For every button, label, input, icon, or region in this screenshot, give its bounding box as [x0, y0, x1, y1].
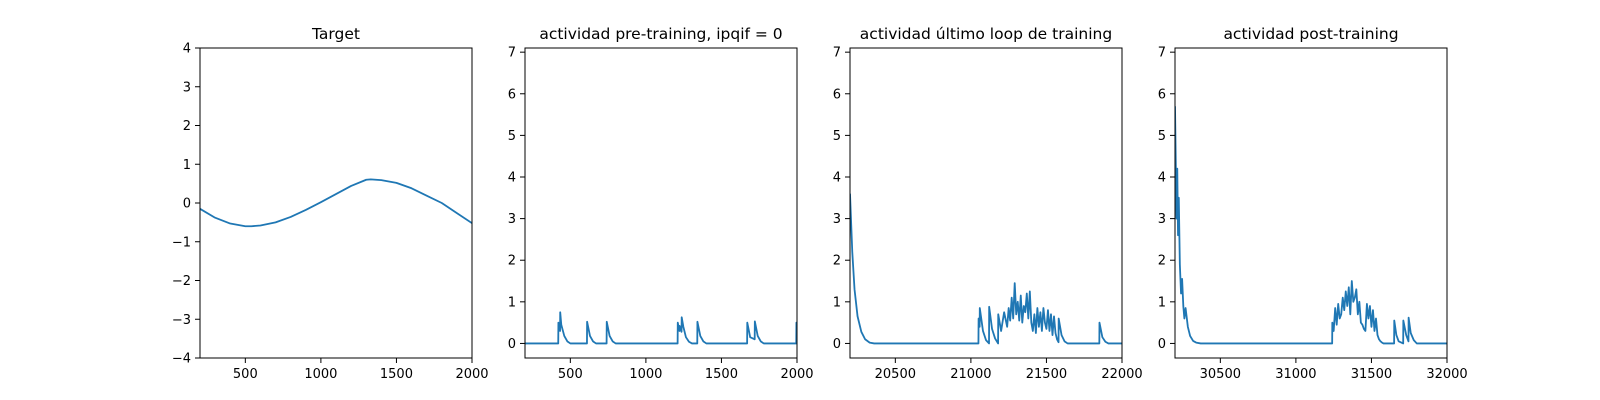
y-tick-label: 7 [1158, 46, 1166, 61]
x-tick-label: 1000 [629, 367, 662, 382]
x-tick-label: 32000 [1426, 367, 1467, 382]
y-tick-label: 3 [183, 80, 191, 95]
y-tick-label: 3 [508, 212, 516, 227]
y-tick-label: 4 [1158, 170, 1166, 185]
x-tick-label: 2000 [780, 367, 813, 382]
x-tick-label: 31500 [1351, 367, 1392, 382]
y-tick-label: −3 [172, 313, 191, 328]
subplot-title: actividad pre-training, ipqif = 0 [539, 25, 782, 43]
subplot-1: Target 500 1000 1500 2000 −4 −3 −2 −1 0 1 2 3 4 [172, 25, 489, 382]
y-tick-label: 4 [833, 170, 841, 185]
y-tick-label: 1 [1158, 295, 1166, 310]
series-line-1 [200, 178, 472, 228]
axes-frame [1174, 47, 1448, 359]
axes-frame [849, 47, 1123, 359]
subplot-title: actividad post-training [1223, 25, 1398, 43]
y-tick-label: 7 [833, 46, 841, 61]
y-tick-label: 5 [1158, 129, 1166, 144]
x-tick-label: 1000 [304, 367, 337, 382]
series-line-1 [850, 193, 1122, 345]
y-tick-label: 4 [183, 42, 191, 57]
y-tick-label: 1 [833, 295, 841, 310]
x-tick-label: 20500 [875, 367, 916, 382]
x-tick-label: 30500 [1200, 367, 1241, 382]
y-tick-label: 3 [833, 212, 841, 227]
axes-frame [524, 47, 798, 359]
subplot-title: actividad último loop de training [860, 25, 1112, 43]
x-tick-label: 22000 [1101, 367, 1142, 382]
series-line-1 [1175, 106, 1447, 345]
y-tick-label: 6 [508, 87, 516, 102]
y-tick-label: 1 [508, 295, 516, 310]
x-tick-label: 21000 [950, 367, 991, 382]
y-tick-label: 2 [508, 254, 516, 269]
subplot-title: Target [311, 25, 360, 43]
y-tick-label: 2 [833, 254, 841, 269]
x-tick-label: 1500 [705, 367, 738, 382]
x-tick-label: 500 [233, 367, 258, 382]
x-tick-label: 1500 [380, 367, 413, 382]
series-line-1 [525, 311, 797, 345]
x-tick-label: 2000 [455, 367, 488, 382]
y-tick-label: 7 [508, 46, 516, 61]
x-tick-label: 21500 [1026, 367, 1067, 382]
x-tick-label: 500 [558, 367, 583, 382]
y-tick-label: 2 [183, 119, 191, 134]
y-tick-label: 5 [508, 129, 516, 144]
subplot-2: actividad pre-training, ipqif = 0 500 1000… [508, 25, 814, 382]
y-tick-label: −4 [172, 352, 191, 367]
x-tick-label: 31000 [1275, 367, 1316, 382]
y-tick-label: 4 [508, 170, 516, 185]
y-tick-label: 5 [833, 129, 841, 144]
y-tick-label: 6 [1158, 87, 1166, 102]
y-tick-label: 0 [1158, 337, 1166, 352]
y-tick-label: 6 [833, 87, 841, 102]
y-tick-label: −1 [172, 235, 191, 250]
y-tick-label: 0 [508, 337, 516, 352]
y-tick-label: 0 [833, 337, 841, 352]
y-tick-label: 2 [1158, 254, 1166, 269]
y-tick-label: 3 [1158, 212, 1166, 227]
y-tick-label: 1 [183, 158, 191, 173]
y-tick-label: −2 [172, 274, 191, 289]
y-tick-label: 0 [183, 197, 191, 212]
